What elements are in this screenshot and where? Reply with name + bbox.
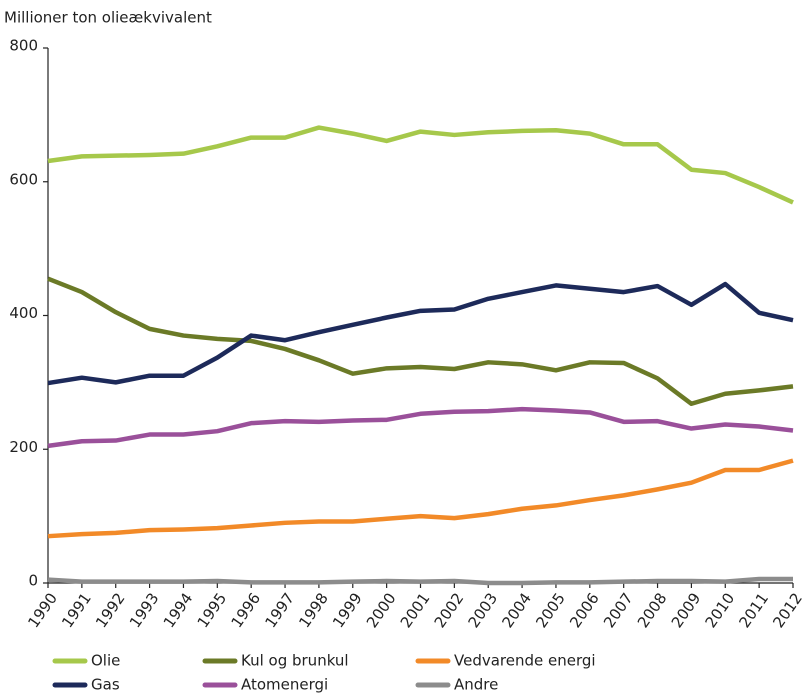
y-tick-label: 0 (28, 572, 38, 590)
x-tick-label: 1992 (92, 590, 129, 632)
y-axis-label: Millioner ton olieækvivalent (4, 9, 212, 27)
x-tick-label: 2006 (566, 590, 603, 632)
x-tick-label: 1999 (329, 590, 366, 632)
x-tick-label: 2004 (498, 590, 535, 632)
series-line (47, 406, 794, 449)
x-tick-label: 2000 (363, 590, 400, 632)
legend-label: Andre (454, 676, 498, 694)
x-tick-label: 1994 (160, 590, 197, 632)
y-tick-label: 600 (9, 170, 38, 188)
x-tick-label: 1996 (227, 590, 264, 632)
x-tick-label: 1991 (58, 590, 95, 632)
x-tick-label: 2008 (634, 590, 671, 632)
x-tick-label: 1998 (295, 590, 332, 632)
x-tick-label: 2007 (600, 590, 637, 632)
series-line (47, 281, 794, 386)
x-tick-label: 1997 (261, 590, 298, 632)
legend-label: Atomenergi (241, 676, 328, 694)
legend-label: Olie (91, 652, 120, 670)
y-tick-label: 200 (9, 438, 38, 456)
y-tick-label: 400 (9, 304, 38, 322)
y-tick-label: 800 (9, 37, 38, 55)
x-tick-label: 1993 (126, 590, 163, 632)
legend-label: Vedvarende energi (454, 652, 596, 670)
x-tick-label: 1990 (24, 590, 61, 632)
x-tick-label: 2011 (735, 590, 772, 632)
x-tick-label: 2003 (465, 590, 502, 632)
series-line (47, 276, 794, 407)
x-tick-label: 2012 (769, 590, 802, 632)
series-line (47, 458, 794, 539)
x-tick-label: 2002 (431, 590, 468, 632)
x-tick-label: 2009 (668, 590, 705, 632)
x-tick-label: 2001 (397, 590, 434, 632)
x-tick-label: 1995 (194, 590, 231, 632)
legend-label: Gas (91, 676, 120, 694)
legend-label: Kul og brunkul (241, 652, 349, 670)
series-line (47, 576, 793, 586)
series-line (47, 125, 794, 205)
x-tick-label: 2005 (532, 590, 569, 632)
x-tick-label: 2010 (702, 590, 739, 632)
